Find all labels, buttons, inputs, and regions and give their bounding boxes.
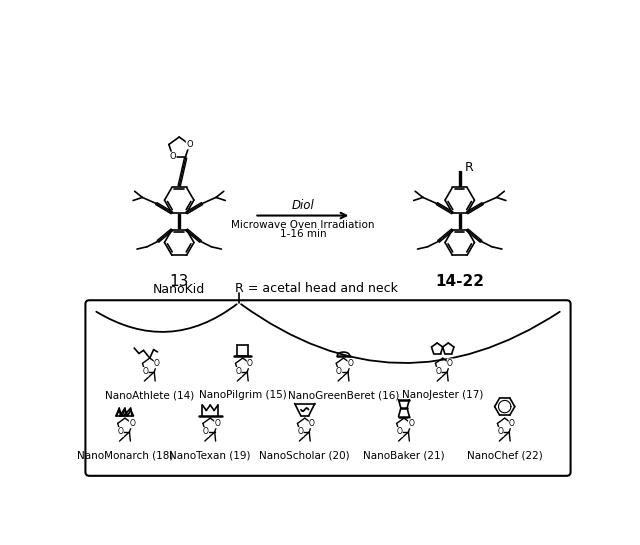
- Text: O: O: [435, 367, 441, 377]
- Text: NanoJester (17): NanoJester (17): [402, 390, 483, 400]
- Text: O: O: [408, 419, 414, 428]
- FancyBboxPatch shape: [85, 300, 571, 476]
- Text: NanoMonarch (18): NanoMonarch (18): [77, 450, 173, 461]
- Text: Microwave Oven Irradiation: Microwave Oven Irradiation: [231, 220, 374, 230]
- Text: R = acetal head and neck: R = acetal head and neck: [235, 282, 398, 295]
- Text: O: O: [186, 140, 193, 149]
- Text: O: O: [447, 359, 453, 368]
- Text: O: O: [298, 427, 303, 437]
- Text: O: O: [509, 419, 515, 428]
- Text: O: O: [236, 367, 241, 377]
- Text: O: O: [154, 359, 160, 368]
- Text: O: O: [129, 419, 135, 428]
- Text: O: O: [214, 419, 220, 428]
- Text: NanoGreenBeret (16): NanoGreenBeret (16): [288, 390, 399, 400]
- Text: NanoAthlete (14): NanoAthlete (14): [105, 390, 195, 400]
- Text: R: R: [465, 161, 473, 174]
- Text: O: O: [170, 152, 176, 161]
- Text: NanoPilgrim (15): NanoPilgrim (15): [199, 390, 287, 400]
- Text: O: O: [203, 427, 209, 437]
- Text: 13: 13: [170, 274, 189, 289]
- Text: NanoTexan (19): NanoTexan (19): [170, 450, 251, 461]
- Text: O: O: [309, 419, 315, 428]
- Text: NanoKid: NanoKid: [153, 283, 205, 296]
- Text: NanoBaker (21): NanoBaker (21): [363, 450, 445, 461]
- Text: 14-22: 14-22: [435, 274, 484, 289]
- Text: O: O: [397, 427, 403, 437]
- Text: Diol: Diol: [291, 199, 314, 211]
- Text: NanoChef (22): NanoChef (22): [467, 450, 543, 461]
- Text: O: O: [336, 367, 342, 377]
- Text: O: O: [247, 359, 253, 368]
- Text: 1-16 min: 1-16 min: [280, 229, 326, 239]
- Text: O: O: [142, 367, 148, 377]
- Text: O: O: [497, 427, 503, 437]
- Text: O: O: [348, 359, 354, 368]
- Text: O: O: [118, 427, 124, 437]
- Text: NanoScholar (20): NanoScholar (20): [259, 450, 350, 461]
